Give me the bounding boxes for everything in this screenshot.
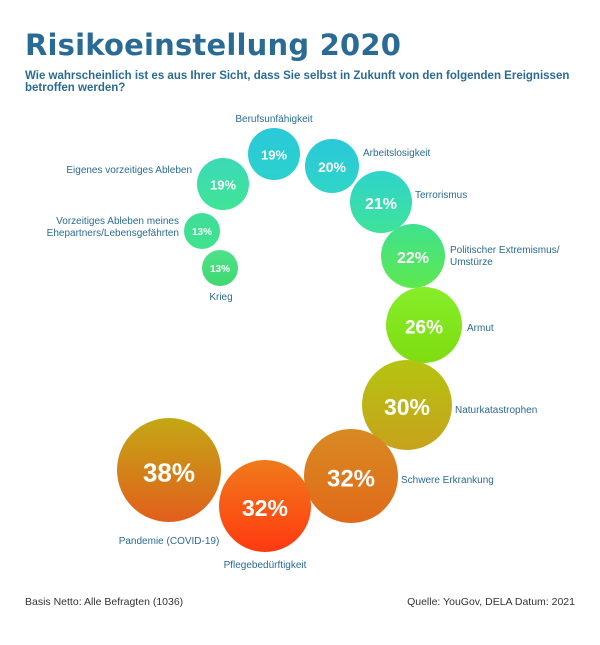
category-label-armut: Armut	[467, 323, 494, 334]
value-label-krieg: 13%	[210, 264, 230, 275]
value-label-vorzeitiges-ableben-meines-ehepartners-lebensgefährten: 13%	[192, 227, 212, 238]
bubble-politischer-extremismus-umstürze	[381, 224, 445, 288]
chart-subtitle: Wie wahrscheinlich ist es aus Ihrer Sich…	[25, 70, 570, 94]
category-label-arbeitslosigkeit: Arbeitslosigkeit	[363, 148, 430, 159]
category-label-krieg: Krieg	[209, 292, 232, 303]
bubble-armut	[386, 287, 462, 363]
category-label-pflegebedürftigkeit: Pflegebedürftigkeit	[224, 560, 307, 571]
bubble-chart: 19% Berufsunfähigkeit 20% Arbeitslosigkeit 2…	[47, 114, 560, 571]
value-label-terrorismus: 21%	[365, 196, 397, 213]
value-label-schwere-erkrankung: 32%	[327, 465, 375, 492]
bubble-naturkatastrophen	[362, 360, 452, 450]
bubble-schwere-erkrankung	[304, 429, 398, 523]
bubbles-group: 19% Berufsunfähigkeit 20% Arbeitslosigkeit 2…	[47, 114, 560, 571]
category-label-eigenes-vorzeitiges-ableben: Eigenes vorzeitiges Ableben	[66, 165, 192, 176]
bubble-terrorismus	[350, 171, 412, 233]
category-label-pandemie-covid-19: Pandemie (COVID-19)	[119, 536, 220, 547]
bubble-berufsunfähigkeit	[248, 128, 300, 180]
category-label-terrorismus: Terrorismus	[415, 190, 467, 201]
value-label-politischer-extremismus-umstürze: 22%	[397, 250, 429, 267]
value-label-eigenes-vorzeitiges-ableben: 19%	[210, 178, 236, 193]
value-label-berufsunfähigkeit: 19%	[261, 148, 287, 163]
category-label-berufsunfähigkeit: Berufsunfähigkeit	[235, 114, 312, 125]
value-label-pandemie-covid-19: 38%	[143, 457, 195, 487]
bubble-pandemie-covid-19	[117, 418, 221, 522]
value-label-pflegebedürftigkeit: 32%	[242, 495, 288, 521]
value-label-arbeitslosigkeit: 20%	[318, 159, 347, 175]
category-label-vorzeitiges-ableben-meines-ehepartners-lebensgefährten: Vorzeitiges Ableben meines Ehepartners/Le…	[47, 216, 179, 239]
category-label-politischer-extremismus-umstürze: Politischer Extremismus/Umstürze	[450, 245, 560, 268]
category-label-naturkatastrophen: Naturkatastrophen	[455, 405, 537, 416]
footer-source: Quelle: YouGov, DELA Datum: 2021	[407, 596, 575, 608]
bubble-arbeitslosigkeit	[305, 139, 359, 193]
value-label-armut: 26%	[405, 317, 443, 338]
bubble-pflegebedürftigkeit	[219, 460, 311, 552]
bubble-eigenes-vorzeitiges-ableben	[197, 158, 249, 210]
chart-title: Risikoeinstellung 2020	[25, 28, 402, 62]
footer-basis: Basis Netto: Alle Befragten (1036)	[25, 596, 184, 608]
category-label-schwere-erkrankung: Schwere Erkrankung	[401, 475, 494, 486]
value-label-naturkatastrophen: 30%	[384, 394, 430, 420]
bubble-krieg	[202, 250, 238, 286]
bubble-vorzeitiges-ableben-meines-ehepartners-lebensgefährten	[184, 213, 220, 249]
